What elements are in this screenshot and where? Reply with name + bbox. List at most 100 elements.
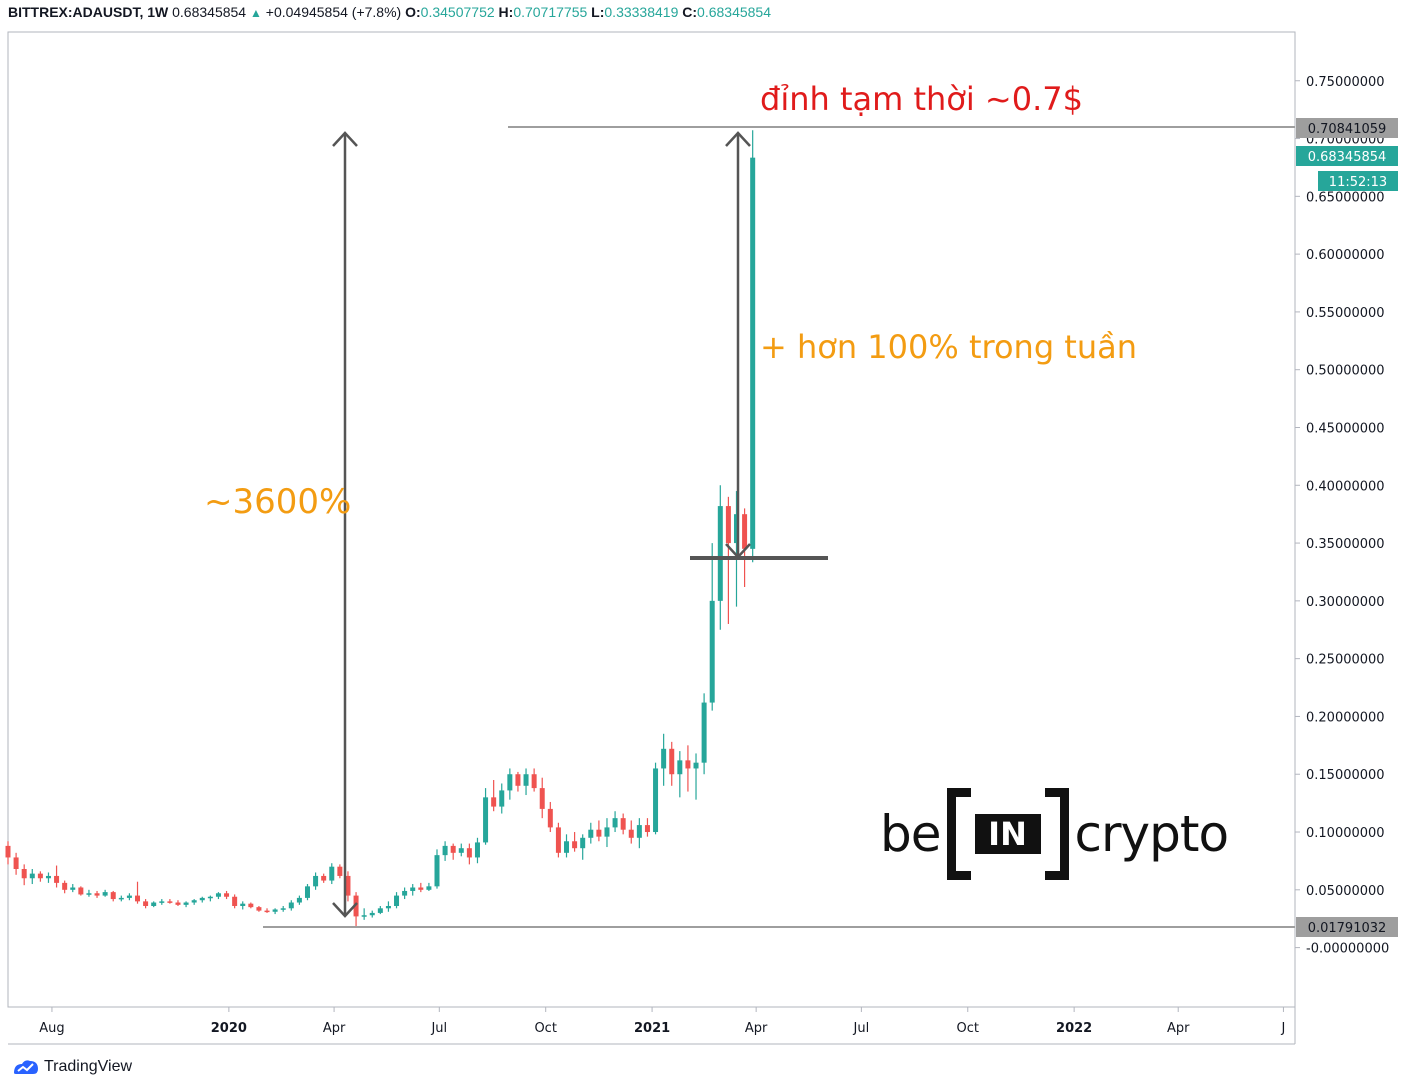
candle-body [118, 897, 124, 900]
candle-body [669, 748, 675, 775]
candle [596, 820, 602, 842]
close-label: C: [682, 4, 698, 20]
candle [661, 733, 667, 786]
candle [531, 768, 537, 792]
x-tick-label: 2020 [211, 1021, 247, 1036]
candle [126, 893, 132, 901]
candle-body [661, 748, 667, 769]
candle [564, 834, 570, 858]
candle [580, 834, 586, 860]
candle [385, 901, 391, 912]
candle-body [272, 909, 278, 912]
y-tick-label: 0.30000000 [1306, 595, 1385, 610]
svg-text:0.70841059: 0.70841059 [1308, 122, 1387, 137]
y-tick-label: 0.75000000 [1306, 75, 1385, 90]
price-axis[interactable]: 0.750000000.700000000.650000000.60000000… [1295, 75, 1389, 957]
candle [102, 889, 108, 897]
candle-body [653, 768, 659, 833]
candle [296, 895, 302, 905]
candle-body [677, 760, 683, 775]
candle-body [499, 790, 505, 807]
candlestick-series [5, 130, 756, 927]
x-tick-label: Jul [430, 1021, 447, 1036]
candle [304, 884, 310, 901]
symbol-legend: BITTREX:ADAUSDT, 1W 0.68345854 ▲ +0.0494… [8, 4, 771, 20]
candle [499, 783, 505, 814]
candle-body [628, 829, 634, 838]
candle-body [167, 901, 173, 903]
candle [13, 852, 19, 875]
plot-area[interactable] [7, 31, 1296, 1008]
candle [394, 892, 400, 909]
low-price-marker: 0.01791032 [1296, 917, 1398, 937]
candle [507, 768, 513, 800]
candle-body [644, 825, 650, 833]
candle-body [531, 774, 537, 789]
candle [256, 905, 262, 912]
candle-body [240, 903, 246, 906]
candle [207, 895, 213, 902]
candle-body [588, 829, 594, 838]
candle [523, 768, 529, 796]
current-price-marker: 0.68345854 [1296, 146, 1398, 166]
candle-body [110, 892, 116, 900]
candle-body [183, 902, 189, 905]
candle-body [288, 902, 294, 909]
symbol-title[interactable]: BITTREX:ADAUSDT, 1W [8, 4, 169, 20]
candle-body [86, 893, 92, 895]
candle-body [418, 887, 424, 890]
candle [62, 880, 68, 894]
candle [337, 864, 343, 879]
y-tick-label: 0.40000000 [1306, 479, 1385, 494]
candle [224, 890, 230, 900]
low-value: 0.33338419 [604, 4, 679, 20]
candle [612, 811, 618, 833]
y-tick-label: 0.20000000 [1306, 710, 1385, 725]
candle [410, 884, 416, 896]
time-axis[interactable]: Aug 2020 Apr Jul Oct 2021 Apr Jul Oct 2022 Apr J [39, 1007, 1285, 1036]
candle [167, 899, 173, 904]
candle-body [612, 818, 618, 828]
logo-text-in: IN [974, 814, 1041, 854]
candle-body [62, 882, 68, 890]
candle [151, 901, 157, 908]
candle [21, 864, 27, 886]
candle-body [750, 157, 756, 549]
y-tick-label: 0.60000000 [1306, 248, 1385, 263]
candle [426, 882, 432, 891]
candle-body [564, 841, 570, 853]
logo-text-be: be [880, 805, 941, 863]
y-tick-label: 0.45000000 [1306, 421, 1385, 436]
candle [94, 890, 100, 898]
candle [402, 887, 408, 900]
candle [54, 865, 60, 888]
candle-body [345, 875, 351, 896]
candle-body [78, 887, 84, 895]
y-tick-label: 0.55000000 [1306, 306, 1385, 321]
candle [458, 843, 464, 857]
candle [555, 822, 561, 858]
candle [418, 882, 424, 893]
candle [644, 818, 650, 837]
candle [143, 899, 149, 909]
candle [215, 892, 221, 900]
candle-body [733, 514, 739, 544]
candle-body [523, 774, 529, 786]
candle-body [580, 837, 586, 849]
candle-body [232, 896, 238, 906]
candle [742, 508, 748, 587]
x-tick-label: Apr [1167, 1021, 1190, 1036]
candle [636, 818, 642, 849]
candle-body [385, 905, 391, 909]
candle-body [248, 903, 254, 908]
candle-body [94, 893, 100, 896]
candle-body [159, 901, 165, 903]
tradingview-branding[interactable]: TradingView [12, 1058, 132, 1076]
candle-body [143, 901, 149, 906]
candle-body [547, 808, 553, 828]
svg-text:0.68345854: 0.68345854 [1308, 150, 1387, 165]
candle-body [555, 827, 561, 853]
candle [70, 884, 76, 893]
candle-body [296, 897, 302, 903]
